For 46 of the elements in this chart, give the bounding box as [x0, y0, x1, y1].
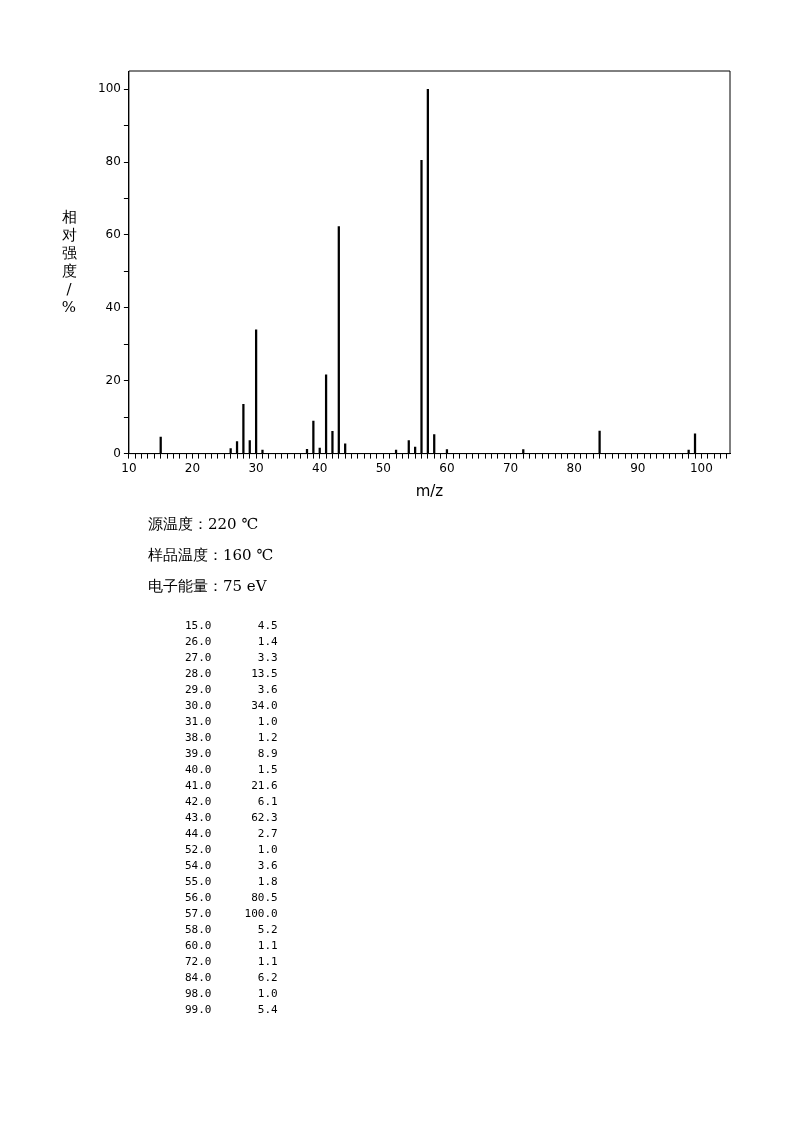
y-tick-label: 0	[113, 445, 121, 460]
x-tick-label: 40	[312, 460, 328, 475]
text: 40.0 1.5	[185, 762, 279, 778]
text: 26.0 1.4	[185, 634, 279, 650]
text: 44.0 2.7	[185, 826, 279, 842]
x-tick-label: 70	[502, 460, 519, 475]
text: 55.0 1.8	[185, 874, 279, 890]
text: 42.0 6.1	[185, 794, 279, 810]
y-tick-label: 80	[105, 154, 121, 169]
x-tick-label: 100	[689, 460, 713, 475]
text: 28.0 13.5	[185, 666, 279, 682]
x-tick-label: 80	[566, 460, 582, 475]
text: 源温度：220 ℃	[148, 515, 260, 534]
y-axis-title: 相对强度/%	[60, 208, 78, 316]
y-tick-label: 20	[105, 372, 121, 387]
y-tick-label: 60	[105, 227, 121, 242]
text: 41.0 21.6	[185, 778, 279, 794]
text: 60.0 1.1	[185, 938, 279, 954]
x-tick-label: 90	[630, 460, 646, 475]
text: 54.0 3.6	[185, 858, 279, 874]
text: 58.0 5.2	[185, 922, 279, 938]
text: 84.0 6.2	[185, 970, 279, 986]
x-tick-label: 50	[375, 460, 391, 475]
text: 15.0 4.5	[185, 618, 279, 634]
text: 52.0 1.0	[185, 842, 279, 858]
text: 样品温度：160 ℃	[148, 546, 275, 565]
text: 72.0 1.1	[185, 954, 279, 970]
x-tick-label: 60	[439, 460, 455, 475]
text: 98.0 1.0	[185, 986, 279, 1002]
y-tick-label: 100	[98, 81, 121, 96]
x-tick-label: 10	[121, 460, 137, 475]
text: 39.0 8.9	[185, 746, 279, 762]
text: 99.0 5.4	[185, 1002, 279, 1018]
x-tick-label: 30	[248, 460, 264, 475]
text: 30.0 34.0	[185, 698, 279, 714]
text: 38.0 1.2	[185, 730, 279, 746]
text: 43.0 62.3	[185, 810, 279, 826]
text: 57.0 100.0	[185, 906, 279, 922]
text: 27.0 3.3	[185, 650, 279, 666]
x-axis-title: m/z	[415, 481, 444, 500]
text: 31.0 1.0	[185, 714, 279, 730]
x-tick-label: 20	[184, 460, 201, 475]
text: 29.0 3.6	[185, 682, 279, 698]
y-tick-label: 40	[105, 299, 121, 314]
text: 56.0 80.5	[185, 890, 279, 906]
text: 电子能量：75 eV	[148, 577, 268, 596]
